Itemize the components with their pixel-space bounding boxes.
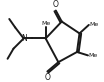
Text: O: O — [44, 73, 50, 82]
Text: Me: Me — [90, 22, 99, 27]
Text: O: O — [53, 0, 59, 9]
Text: Me: Me — [41, 21, 50, 26]
Text: N: N — [21, 34, 27, 43]
Text: Me: Me — [89, 53, 98, 58]
